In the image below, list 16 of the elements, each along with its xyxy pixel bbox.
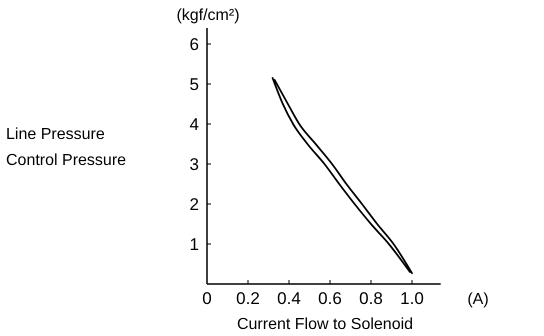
x-tick-label: 1.0 — [400, 289, 424, 308]
x-tick-label: 0.4 — [277, 289, 301, 308]
y-tick-label: 2 — [190, 195, 199, 214]
x-tick-label: 0.6 — [318, 289, 342, 308]
y-tick-label: 5 — [190, 75, 199, 94]
x-tick-label: 0.2 — [236, 289, 260, 308]
x-axis-title: Current Flow to Solenoid — [236, 316, 414, 333]
y-axis-title: Line Pressure Control Pressure — [6, 126, 126, 169]
y-tick-label: 1 — [190, 235, 199, 254]
x-tick-label: 0 — [202, 289, 212, 308]
text: (kgf/cm²) — [176, 7, 240, 24]
y-tick-label: 6 — [190, 35, 199, 54]
x-tick-label: 0.8 — [359, 289, 383, 308]
y-tick-label: 4 — [190, 115, 199, 134]
y-tick-label: 3 — [190, 155, 199, 174]
text: (A) — [467, 291, 489, 308]
